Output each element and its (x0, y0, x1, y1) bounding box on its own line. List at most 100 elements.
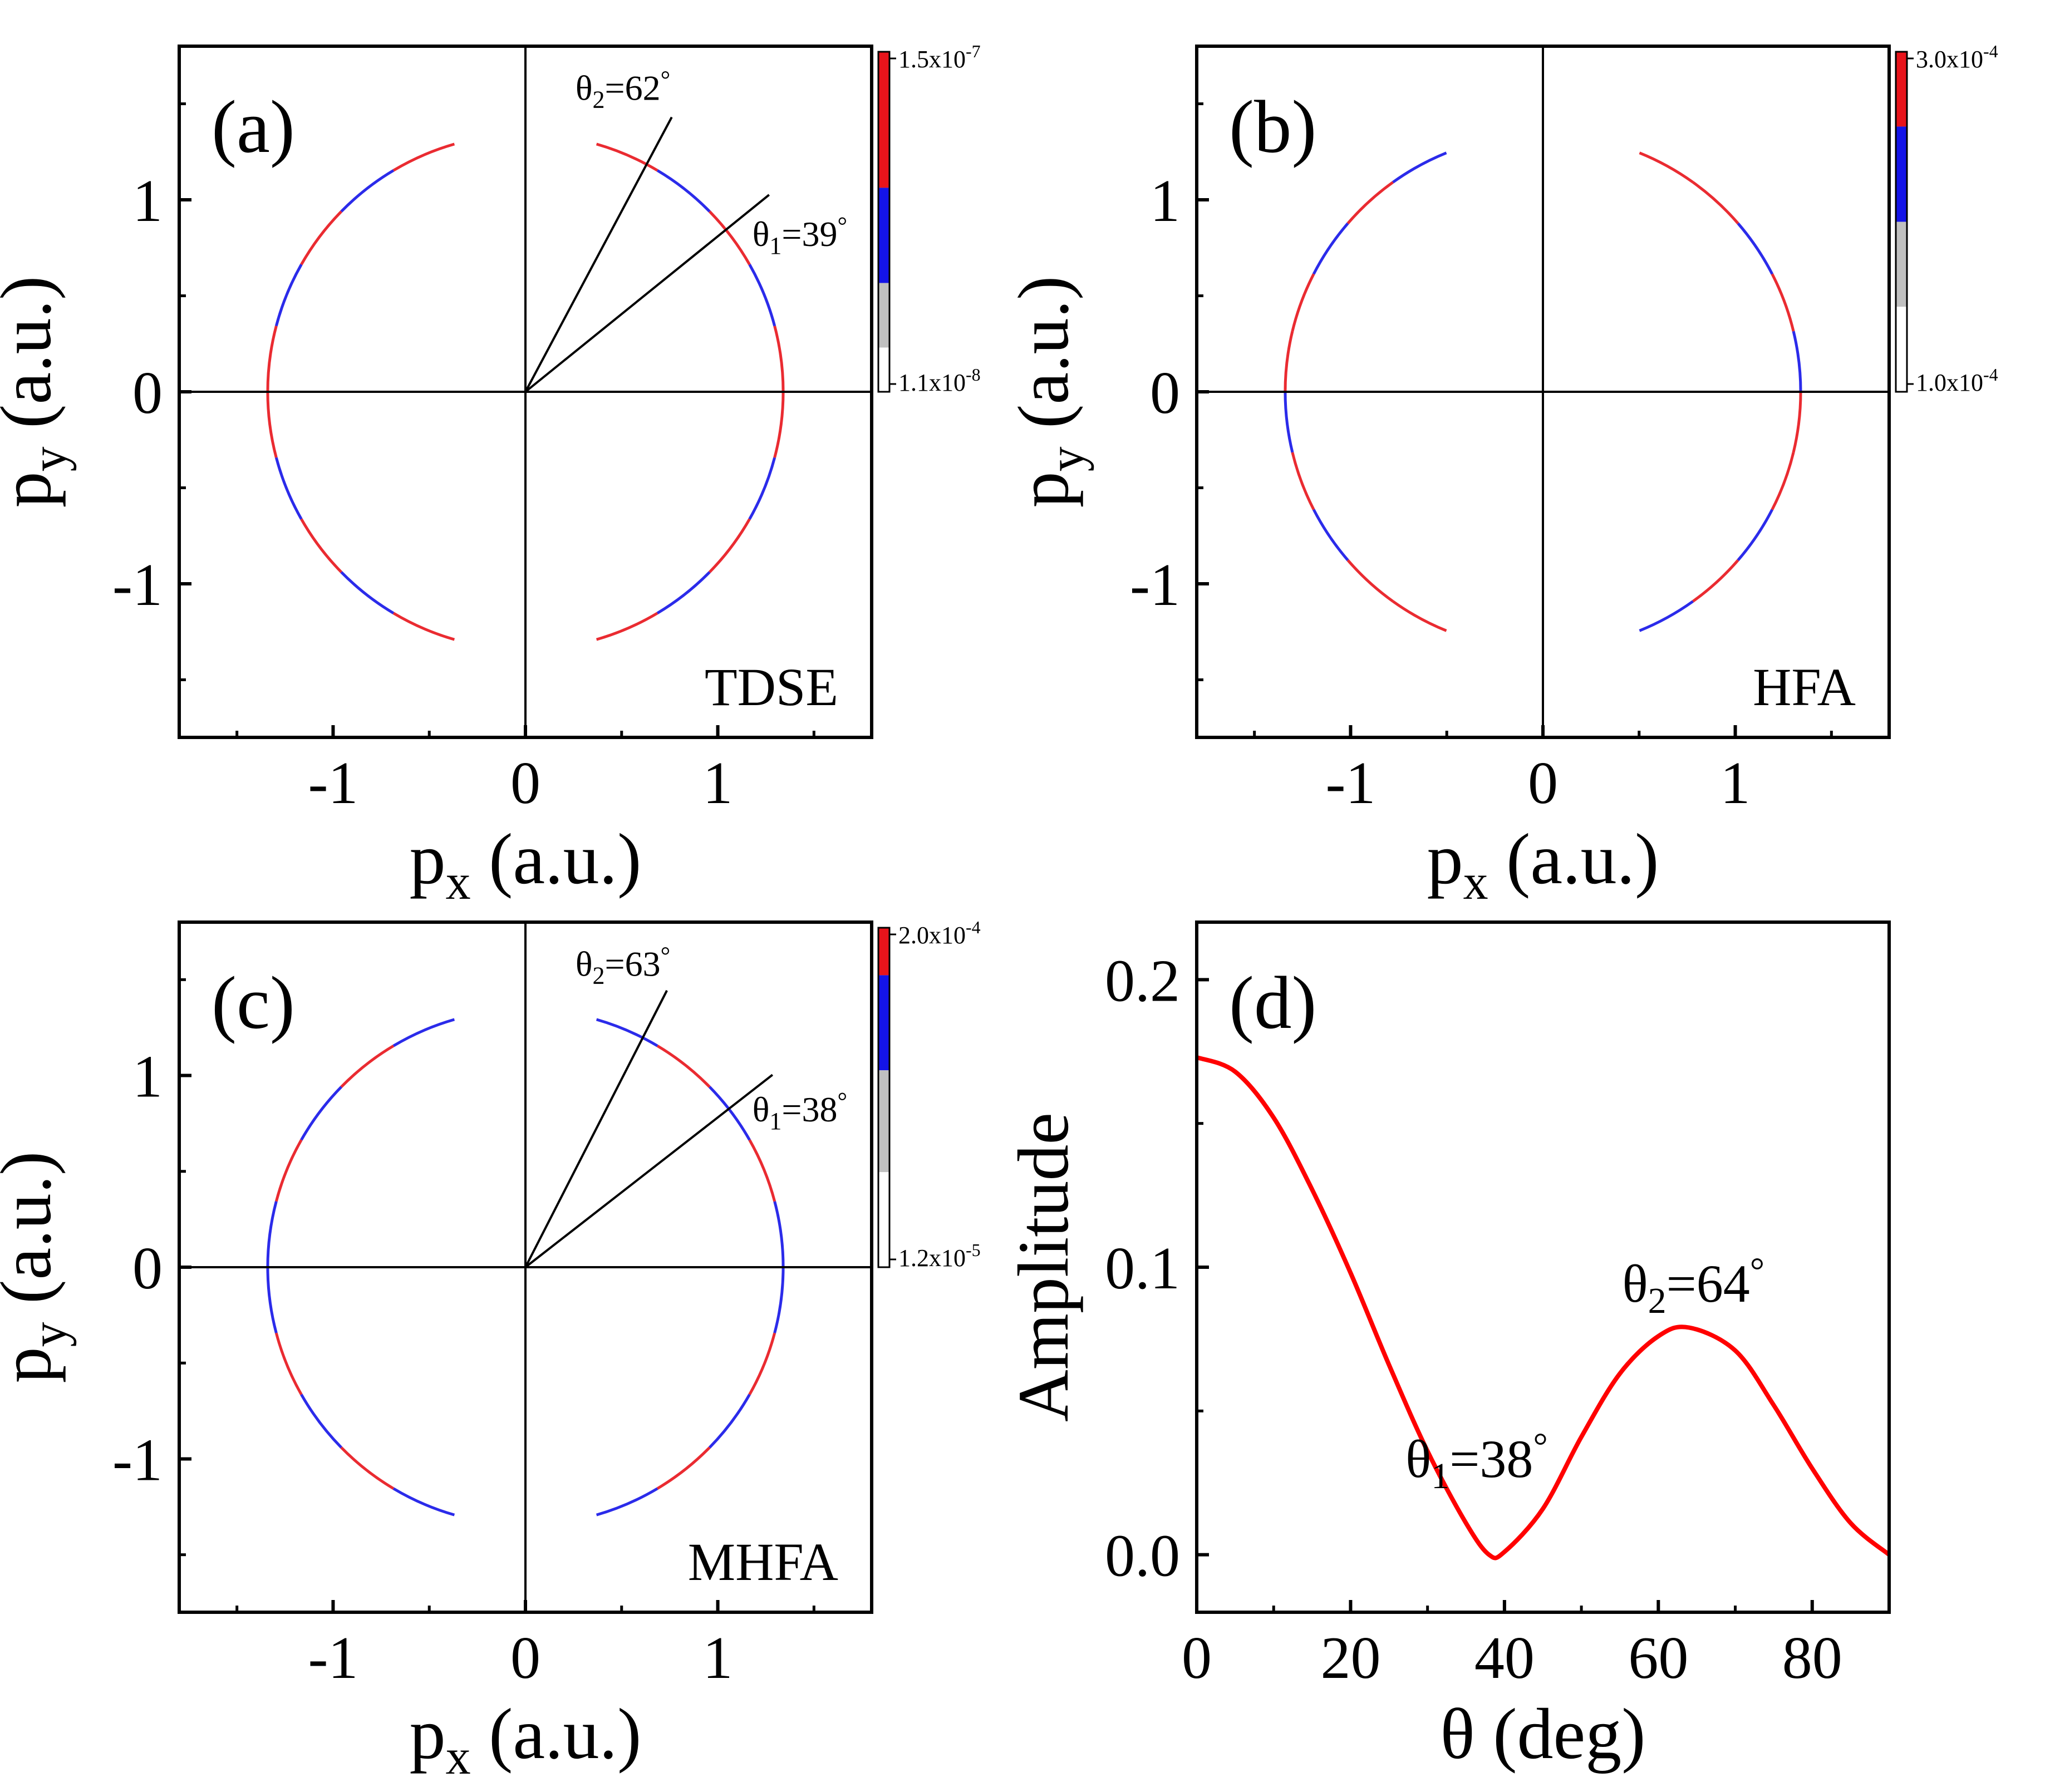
colorbar-segment (878, 283, 889, 348)
y-axis-label-unit: (a.u.) (0, 276, 66, 447)
x-tick-label: 0 (1182, 1625, 1212, 1691)
ring-segment (596, 142, 658, 172)
colorbar-segment (878, 928, 889, 976)
ring-segment (274, 457, 303, 520)
ring-segment (392, 1487, 455, 1517)
x-axis-label-unit: (a.u.) (1488, 819, 1659, 899)
ring-segment (392, 612, 455, 641)
ring-segment (1771, 273, 1795, 332)
ring-segment (773, 1267, 785, 1333)
ring-segment (392, 142, 455, 172)
x-tick-label: 80 (1782, 1625, 1842, 1691)
colorbar-segment (878, 1070, 889, 1173)
ring-segment (748, 1139, 776, 1202)
angle-lines (524, 989, 774, 1268)
ring-segment (300, 210, 342, 265)
y-axis-label-sub: y (22, 446, 77, 471)
ring-segment (340, 1045, 395, 1088)
ring-segment (1692, 181, 1739, 225)
ring-segment (709, 210, 751, 265)
momentum-ring (1284, 151, 1802, 632)
colorbar-segment (878, 52, 889, 188)
method-label: HFA (1753, 657, 1856, 717)
ring-segment (1392, 151, 1447, 184)
colorbar-frame (1895, 51, 1908, 393)
x-tick-label: 0 (510, 750, 540, 816)
ring-segment (392, 1018, 455, 1047)
colorbar (877, 51, 896, 393)
x-axis-label-sub: x (1463, 855, 1488, 910)
ring-segment (773, 1201, 785, 1268)
colorbar-max-label: 2.0x10-4 (898, 917, 981, 949)
y-axis-label-sub: y (1039, 446, 1094, 471)
ring-segment (1284, 391, 1294, 453)
y-axis-label-main: p (0, 1347, 66, 1383)
ring-segment (596, 1487, 658, 1517)
theta2-annotation: θ2=63° (576, 942, 670, 989)
y-tick-label: -1 (1130, 552, 1180, 618)
ring-segment (266, 326, 278, 392)
y-tick-label: 1 (132, 168, 163, 234)
ring-segment (1291, 452, 1315, 510)
colorbar-segment (1896, 52, 1907, 127)
x-tick-label: 1 (703, 1625, 733, 1691)
ring-segment (596, 1018, 658, 1047)
panel-label: (b) (1229, 86, 1316, 169)
angle-lines (524, 116, 770, 393)
ring-segment (1291, 273, 1315, 332)
momentum-ring (266, 1018, 785, 1517)
x-axis-label-sub: x (446, 1730, 471, 1785)
ring-segment (656, 1045, 711, 1088)
colorbar (1895, 51, 1914, 393)
ring-segment (1771, 452, 1795, 510)
panel-label: (a) (212, 86, 295, 169)
ring-segment (266, 391, 278, 458)
y-axis-label-main: p (0, 471, 66, 508)
ring-segment (1639, 600, 1694, 632)
ring-segment (748, 264, 776, 327)
ring-segment (773, 391, 785, 458)
ring-segment (596, 612, 658, 641)
ring-segment (656, 1446, 711, 1490)
method-label: MHFA (688, 1532, 838, 1592)
angle-line (524, 989, 668, 1268)
method-label: TDSE (705, 657, 838, 717)
ring-segment (1392, 600, 1447, 632)
y-tick-label: 0 (132, 360, 163, 426)
ring-segment (773, 326, 785, 392)
x-tick-label: -1 (308, 750, 358, 816)
theta1-annotation: θ1=39° (753, 212, 847, 259)
colorbar-min-label: 1.2x10-5 (898, 1240, 981, 1272)
ring-segment (1737, 222, 1774, 275)
ring-segment (274, 1139, 303, 1202)
ring-segment (656, 169, 711, 213)
x-axis-label-unit: (a.u.) (471, 1694, 642, 1774)
theta1-annotation: θ1=38° (1405, 1426, 1548, 1496)
x-axis-label: px (a.u.) (410, 1694, 642, 1785)
y-tick-label: 0.2 (1105, 948, 1180, 1014)
colorbar-segment (878, 1172, 889, 1267)
colorbar-frame (877, 51, 891, 393)
colorbar-min-label: 1.1x10-8 (898, 365, 981, 396)
x-tick-label: -1 (308, 1625, 358, 1691)
x-tick-label: 40 (1474, 1625, 1535, 1691)
angle-line (524, 194, 770, 393)
y-axis-label-main: p (1004, 471, 1084, 508)
ticks: -1 -1 0 0 1 1 (1130, 102, 1833, 816)
ring-segment (1346, 559, 1394, 603)
ring-segment (1312, 509, 1349, 562)
angle-line (524, 116, 673, 392)
x-axis-label-main: p (410, 1694, 446, 1774)
y-tick-label: -1 (112, 1427, 163, 1493)
panel-d: 0 20 40 60 80 0.0 0.1 0.2 (d) θ (deg) Amplitude… (1004, 920, 1891, 1774)
y-axis-label-sub: y (22, 1322, 77, 1347)
y-tick-label: 1 (132, 1044, 163, 1110)
y-tick-label: 0.1 (1105, 1235, 1180, 1302)
colorbar-segment (878, 188, 889, 283)
ring-segment (266, 1267, 278, 1333)
